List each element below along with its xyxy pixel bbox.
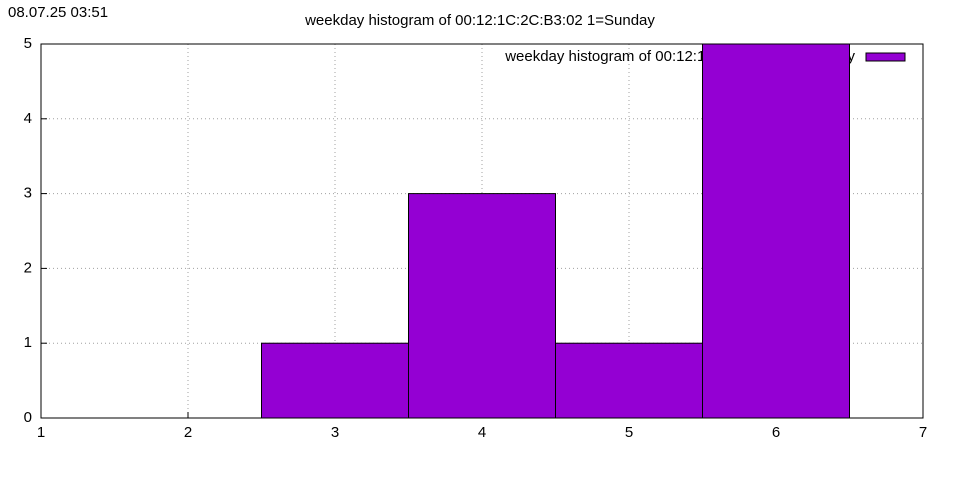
x-tick-label: 4	[478, 424, 486, 441]
plot-border	[40, 43, 924, 419]
x-tick-label: 2	[184, 424, 192, 441]
x-tick-label: 3	[331, 424, 339, 441]
legend-swatch	[865, 52, 906, 62]
bar	[261, 342, 409, 419]
y-tick-label: 2	[24, 259, 32, 276]
y-tick-label: 0	[24, 409, 32, 426]
y-tick-label: 5	[24, 35, 32, 52]
x-tick-label: 1	[37, 424, 45, 441]
chart-title: weekday histogram of 00:12:1C:2C:B3:02 1…	[304, 12, 655, 29]
x-tick-label: 7	[919, 424, 927, 441]
y-tick-label: 1	[24, 334, 32, 351]
bar	[555, 342, 703, 419]
y-tick-label: 4	[24, 110, 32, 127]
timestamp: 08.07.25 03:51	[8, 4, 108, 21]
bar	[408, 193, 556, 419]
y-tick-label: 3	[24, 185, 32, 202]
x-tick-label: 5	[625, 424, 633, 441]
bar	[702, 43, 850, 419]
x-tick-label: 6	[772, 424, 780, 441]
